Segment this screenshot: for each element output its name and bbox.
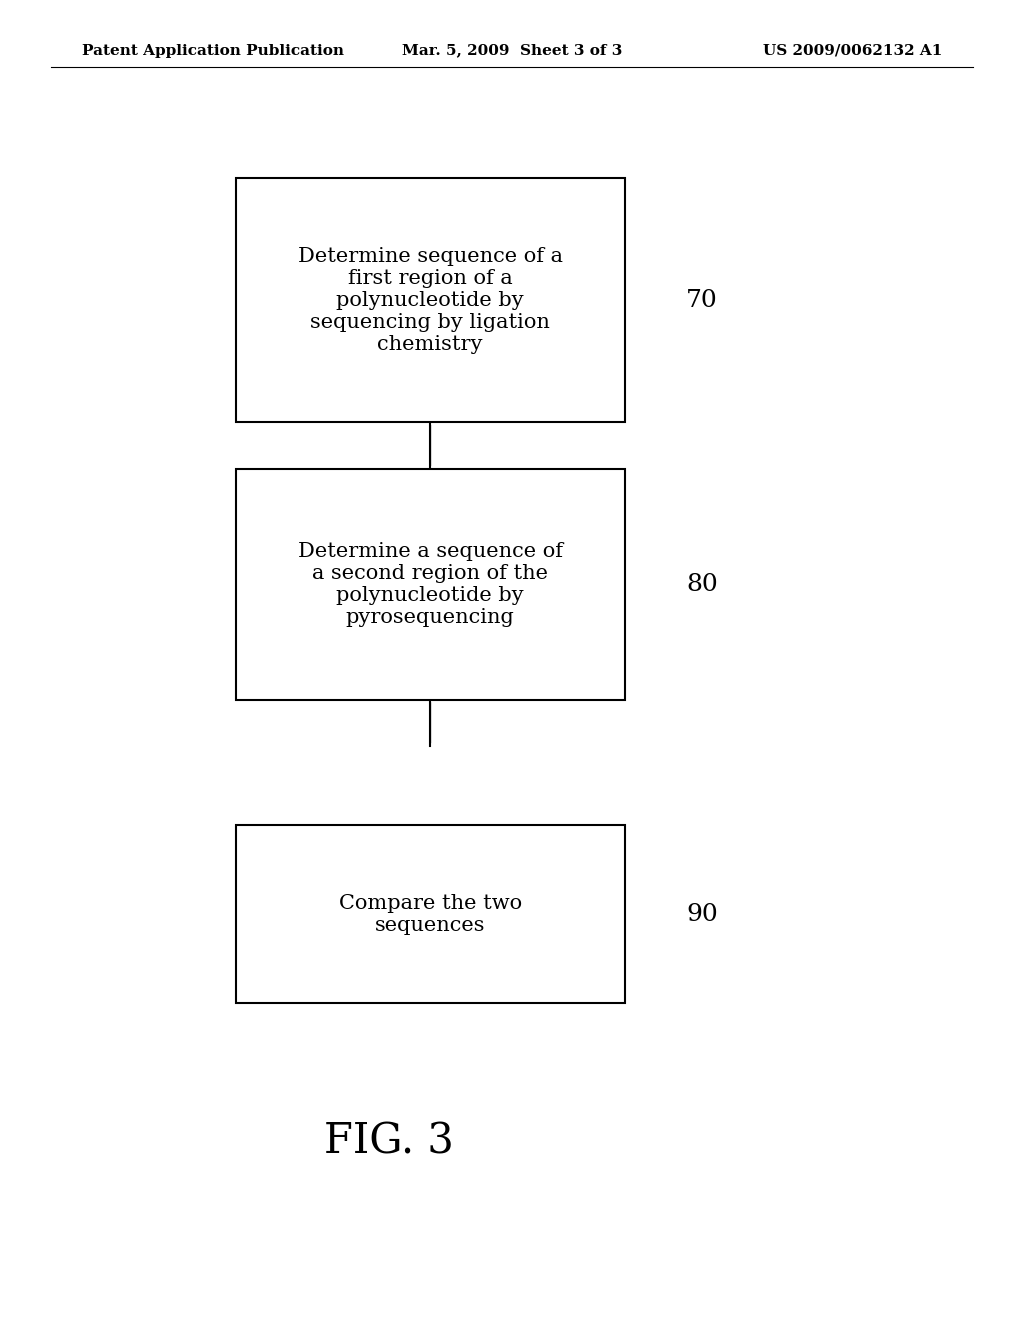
Text: Patent Application Publication: Patent Application Publication (82, 44, 344, 58)
Text: US 2009/0062132 A1: US 2009/0062132 A1 (763, 44, 942, 58)
Text: Mar. 5, 2009  Sheet 3 of 3: Mar. 5, 2009 Sheet 3 of 3 (401, 44, 623, 58)
Text: Determine sequence of a
first region of a
polynucleotide by
sequencing by ligati: Determine sequence of a first region of … (298, 247, 562, 354)
Text: 90: 90 (686, 903, 718, 927)
Text: Determine a sequence of
a second region of the
polynucleotide by
pyrosequencing: Determine a sequence of a second region … (298, 541, 562, 627)
Text: 70: 70 (686, 289, 718, 313)
Text: FIG. 3: FIG. 3 (325, 1121, 454, 1163)
Text: Compare the two
sequences: Compare the two sequences (339, 894, 521, 935)
FancyBboxPatch shape (236, 178, 625, 422)
FancyBboxPatch shape (236, 469, 625, 700)
Text: 80: 80 (686, 573, 718, 597)
FancyBboxPatch shape (236, 825, 625, 1003)
